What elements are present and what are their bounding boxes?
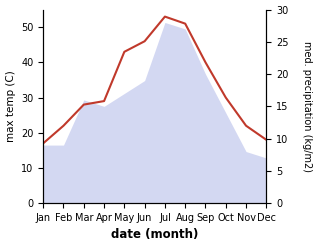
X-axis label: date (month): date (month)	[111, 228, 198, 242]
Y-axis label: med. precipitation (kg/m2): med. precipitation (kg/m2)	[302, 41, 313, 172]
Y-axis label: max temp (C): max temp (C)	[5, 70, 16, 142]
